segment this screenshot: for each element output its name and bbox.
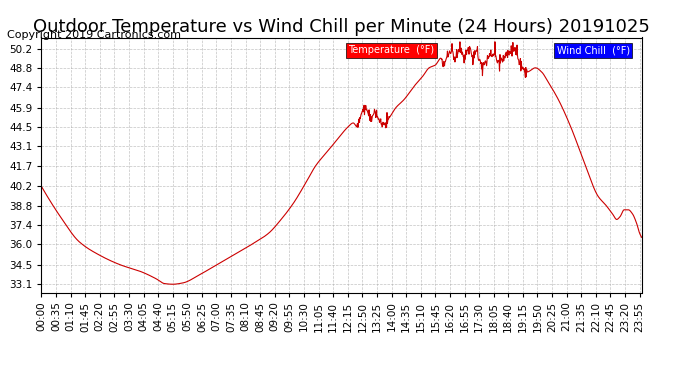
Text: Copyright 2019 Cartronics.com: Copyright 2019 Cartronics.com <box>7 30 181 39</box>
Text: Wind Chill  (°F): Wind Chill (°F) <box>557 45 630 55</box>
Text: Temperature  (°F): Temperature (°F) <box>348 45 435 55</box>
Title: Outdoor Temperature vs Wind Chill per Minute (24 Hours) 20191025: Outdoor Temperature vs Wind Chill per Mi… <box>33 18 650 36</box>
